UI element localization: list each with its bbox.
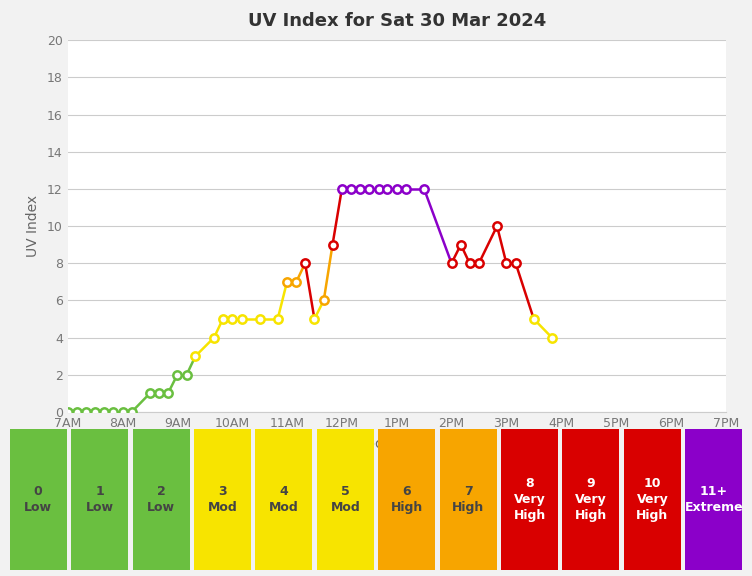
Text: 0
Low: 0 Low xyxy=(24,485,52,514)
Text: 6
High: 6 High xyxy=(390,485,423,514)
Text: 5
Mod: 5 Mod xyxy=(330,485,360,514)
X-axis label: Local Time: Local Time xyxy=(359,437,434,450)
Text: 8
Very
High: 8 Very High xyxy=(514,477,546,522)
Text: 10
Very
High: 10 Very High xyxy=(636,477,669,522)
Text: 1
Low: 1 Low xyxy=(86,485,114,514)
Text: 3
Mod: 3 Mod xyxy=(208,485,238,514)
Y-axis label: UV Index: UV Index xyxy=(26,195,40,257)
Text: 11+
Extreme: 11+ Extreme xyxy=(684,485,743,514)
Text: 4
Mod: 4 Mod xyxy=(269,485,299,514)
Text: 9
Very
High: 9 Very High xyxy=(575,477,607,522)
Text: 2
Low: 2 Low xyxy=(147,485,175,514)
Text: 7
High: 7 High xyxy=(452,485,484,514)
Title: UV Index for Sat 30 Mar 2024: UV Index for Sat 30 Mar 2024 xyxy=(247,13,546,31)
